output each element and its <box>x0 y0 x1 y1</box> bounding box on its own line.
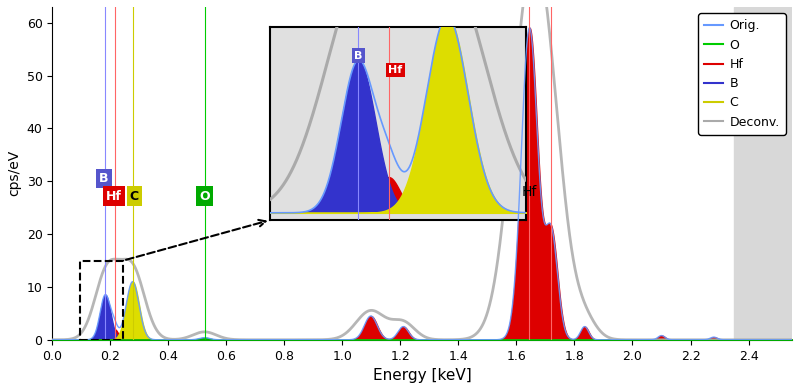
Legend: Orig., O, Hf, B, C, Deconv.: Orig., O, Hf, B, C, Deconv. <box>698 13 785 135</box>
Text: O: O <box>199 190 210 202</box>
Bar <box>734 7 792 340</box>
Text: Hf: Hf <box>522 185 537 199</box>
Text: Hf: Hf <box>106 190 122 202</box>
Bar <box>80 261 123 340</box>
X-axis label: Energy [keV]: Energy [keV] <box>373 368 471 383</box>
Text: C: C <box>129 190 139 202</box>
Y-axis label: cps/eV: cps/eV <box>7 150 21 197</box>
Text: B: B <box>99 172 109 185</box>
